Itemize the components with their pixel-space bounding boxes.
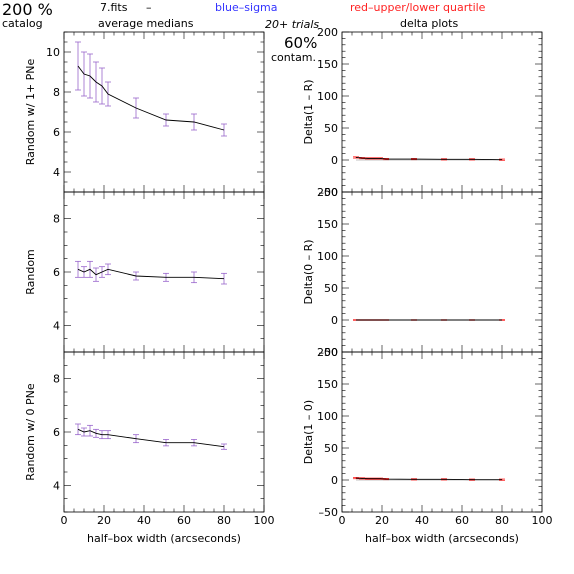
y-tick-label: 6 [53,426,60,439]
header-contam-percent: 60% [284,34,317,52]
y-tick-label: 0 [331,154,338,167]
y-axis-label: Random [24,249,37,295]
plot-frame [341,191,543,353]
x-tick-label: 60 [177,514,191,527]
y-tick-label: –50 [319,506,339,519]
x-tick-label: 60 [455,514,469,527]
x-tick-label: 0 [339,514,346,527]
x-tick-label: 40 [415,514,429,527]
y-tick-label: 100 [317,250,338,263]
y-tick-label: 10 [46,46,60,59]
plot-frame [63,31,265,193]
series-line [355,477,502,481]
header-catalog: catalog [2,17,43,30]
header-percent: 200 % [2,0,53,19]
y-tick-label: 6 [53,126,60,139]
series-line [355,156,503,161]
y-tick-label: 150 [317,58,338,71]
y-axis-label: Delta(1 – R) [302,79,315,144]
y-tick-label: 200 [317,26,338,39]
series-line [77,428,225,448]
header-red-quartile: red–upper/lower quartile [350,1,486,14]
panel-4: –50 0 50 100 150 200 Delta(0 – R) [302,186,543,359]
series-line [77,268,225,280]
y-axis-label: Random w/ 1+ PNe [24,58,37,165]
header-dash: – [146,1,152,14]
header-delta-title: delta plots [400,17,458,30]
x-tick-label: 0 [61,514,68,527]
y-tick-label: 0 [331,474,338,487]
y-tick-label: 50 [324,282,338,295]
x-tick-label: 80 [217,514,231,527]
x-tick-label: 100 [254,514,275,527]
y-axis-label: Delta(0 – R) [302,239,315,304]
y-tick-label: 6 [53,266,60,279]
y-axis-label: Random w/ 0 PNe [24,383,37,481]
x-tick-label: 80 [495,514,509,527]
y-tick-label: –50 [319,186,339,199]
header-contam: contam. [271,51,316,64]
header-medians: average medians [98,17,194,30]
plot-frame [341,351,543,513]
y-tick-label: 0 [331,314,338,327]
y-tick-label: 200 [317,346,338,359]
y-tick-label: 8 [53,373,60,386]
x-axis-label: half–box width (arcseconds) [365,532,519,545]
y-tick-label: 50 [324,442,338,455]
y-tick-label: 4 [53,166,60,179]
panel-2: –50 0 50 100 150 200 Delta(1 – R) [302,26,543,199]
y-axis-label: Delta(1 – 0) [302,400,315,464]
y-tick-label: 150 [317,218,338,231]
panel-3: 4 6 8 Random [24,191,265,353]
y-tick-label: 8 [53,213,60,226]
x-tick-label: 40 [137,514,151,527]
header-trials: 20+ trials [265,18,319,31]
series-line [77,65,225,131]
plot-frame [63,191,265,353]
y-tick-label: 100 [317,410,338,423]
panel-5: 0 20 40 60 80 100 4 6 8 Random w/ 0 PNe half–box w… [24,351,275,545]
x-tick-label: 20 [375,514,389,527]
header-blue-sigma: blue–sigma [215,1,278,14]
y-tick-label: 50 [324,122,338,135]
y-tick-label: 8 [53,86,60,99]
header-fits: 7.fits [100,1,128,14]
y-tick-label: 4 [53,319,60,332]
y-tick-label: 4 [53,479,60,492]
y-tick-label: 100 [317,90,338,103]
x-tick-label: 20 [97,514,111,527]
x-axis-label: half–box width (arcseconds) [87,532,241,545]
y-tick-label: 150 [317,378,338,391]
plot-frame [341,31,543,193]
y-tick-label: –50 [319,346,339,359]
y-tick-label: 200 [317,186,338,199]
panel-1: 4 6 8 10 Random w/ 1+ PNe [24,31,265,193]
x-tick-label: 100 [532,514,553,527]
